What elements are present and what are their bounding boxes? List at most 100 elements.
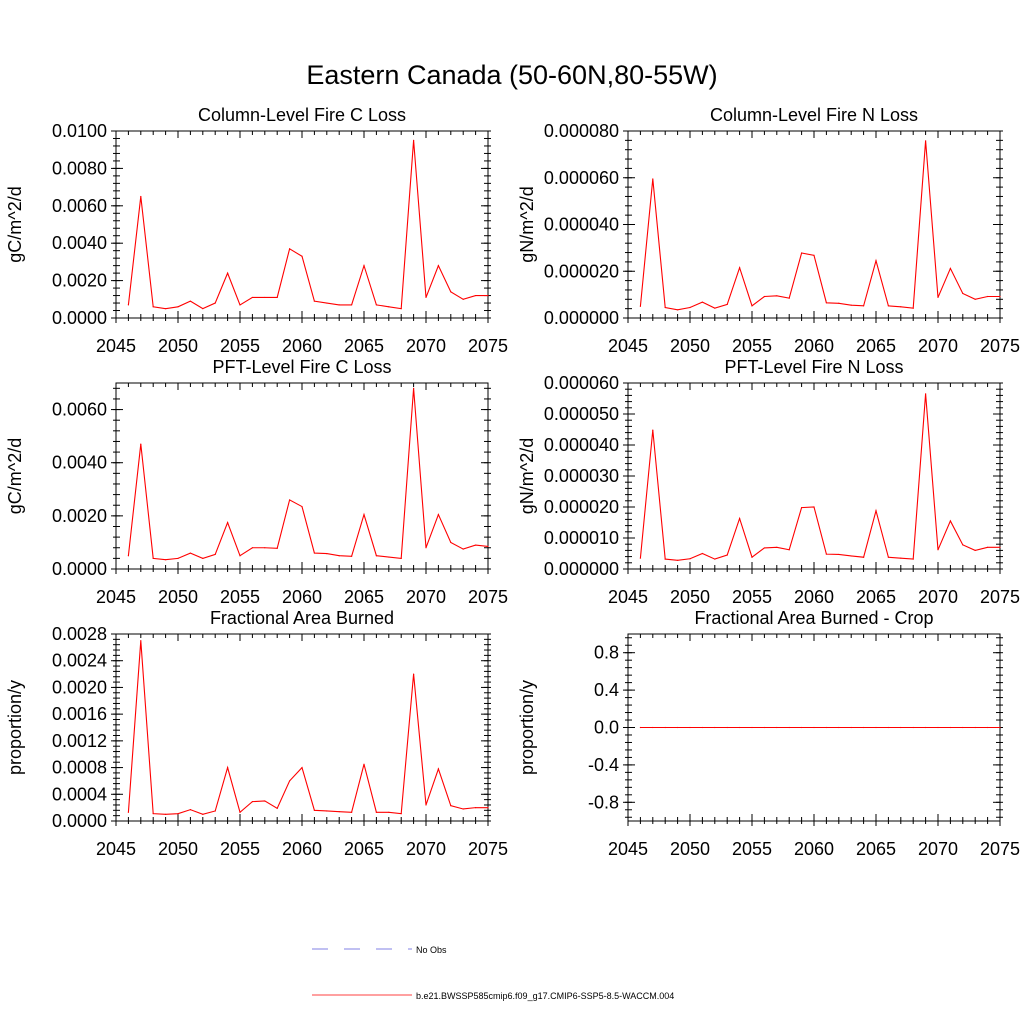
data-point [652,726,654,729]
plot-frame [115,633,489,822]
y-tick-label: 0.000000 [544,559,619,579]
y-tick-label: 0.0020 [52,677,107,697]
data-point [251,547,253,549]
x-tick-label: 2070 [918,587,958,607]
data-point [413,387,415,389]
x-tick-label: 2075 [468,336,508,356]
panels: Column-Level Fire C Loss gC/m^2/d 2045 2050… [5,105,1020,859]
data-point [289,248,291,250]
y-tick-label: 0.0060 [52,400,107,420]
x-tick-label: 2045 [608,336,648,356]
panel-3: PFT-Level Fire C Loss gC/m^2/d 2045 2050 205… [5,357,508,607]
data-point [838,553,840,556]
data-point [714,726,716,729]
x-tick-label: 2070 [918,839,958,859]
x-tick-label: 2060 [794,587,834,607]
y-tick-label: 0.000030 [544,466,619,486]
x-tick-label: 2050 [670,336,710,356]
data-point [276,296,278,299]
data-point [701,552,704,555]
data-point [202,557,204,559]
data-point [177,813,179,815]
x-tick-label: 2050 [670,839,710,859]
y-tick-label: 0.0020 [52,271,107,291]
y-tick-label: 0.0 [594,718,619,738]
x-tick-label: 2065 [856,336,896,356]
x-tick-label: 2055 [732,587,772,607]
data-point [127,555,129,557]
data-point [739,267,741,269]
x-tick-label: 2070 [406,587,446,607]
data-point [487,807,489,809]
data-point [838,726,840,729]
data-point [900,557,902,559]
data-point [763,547,766,549]
y-tick-label: 0.0020 [52,506,107,526]
data-point [912,726,914,729]
data-point [714,558,716,560]
data-point [925,726,927,729]
data-point [751,305,753,307]
x-tick-label: 2060 [794,839,834,859]
data-point [850,304,852,306]
y-axis-label: gN/m^2/d [517,438,537,514]
y-tick-label: 0.0012 [52,731,107,751]
plot-frame [627,130,1001,319]
data-point [264,800,266,802]
data-point [974,726,976,729]
data-point [776,726,778,729]
y-tick-label: 0.0040 [52,453,107,473]
data-point [450,541,452,544]
x-tick-label: 2045 [96,336,136,356]
y-tick-label: 0.000010 [544,528,619,548]
x-tick-label: 2045 [96,839,136,859]
y-tick-label: 0.000060 [544,373,619,393]
data-point [400,557,402,559]
data-point [375,555,377,557]
data-point [739,726,741,729]
data-point [999,295,1001,298]
x-tick-label: 2075 [980,336,1020,356]
y-tick-label: -0.4 [588,755,619,775]
data-point [937,296,939,299]
y-tick-label: 0.0024 [52,651,107,671]
data-point [639,305,642,307]
plot-frame [627,382,1001,570]
data-point [763,295,766,298]
data-point [251,296,253,299]
data-point [437,768,439,770]
data-point [726,303,728,306]
data-point [326,810,328,812]
x-tick-label: 2045 [96,587,136,607]
data-point [214,810,216,812]
data-point [726,726,728,729]
data-point [388,306,390,308]
panel-title: PFT-Level Fire C Loss [212,357,391,377]
data-point [639,557,642,559]
data-point [949,726,952,729]
data-point [714,307,716,309]
data-point [351,304,353,306]
y-tick-label: 0.000040 [544,215,619,235]
data-point [900,726,902,729]
data-point [788,726,790,729]
data-point [313,300,315,302]
data-point [127,304,129,306]
series-line-1 [127,640,488,815]
data-point [751,726,753,729]
data-point [313,552,315,554]
x-tick-label: 2055 [220,587,260,607]
series-line-1 [127,140,488,310]
data-point [214,302,216,304]
y-tick-label: 0.0000 [52,811,107,831]
data-point [239,304,241,306]
data-point [437,513,439,516]
data-point [825,726,828,729]
y-tick-label: 0.000050 [544,404,619,424]
y-axis-label: gN/m^2/d [517,186,537,262]
data-point [987,546,989,548]
data-point [987,726,989,729]
data-point [388,556,390,558]
data-point [450,291,452,293]
plot-frame [115,130,489,319]
